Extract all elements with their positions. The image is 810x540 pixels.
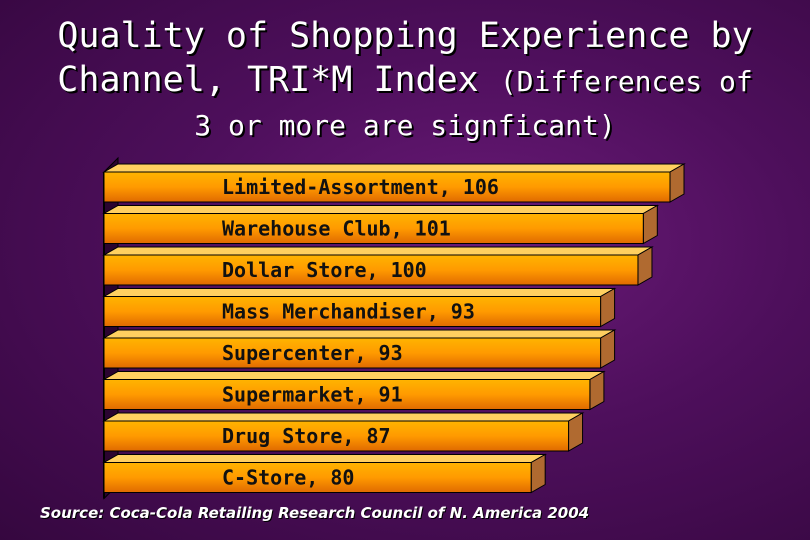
source-note: Source: Coca-Cola Retailing Research Cou…	[40, 504, 590, 522]
title-line-1: Quality of Shopping Experience by	[57, 16, 753, 56]
bar-front-face	[103, 420, 570, 452]
bar-supercenter: Supercenter, 93	[102, 329, 617, 369]
bar-top-face	[102, 329, 617, 339]
title-line-2-main: Channel, TRI*M Index	[57, 60, 479, 100]
bar-front-face	[103, 337, 602, 369]
bar-front-face	[103, 171, 671, 203]
bar-top-face	[102, 371, 606, 380]
bar-front-face	[103, 462, 532, 493]
chart-title: Quality of Shopping Experience by Channe…	[0, 14, 810, 148]
bar-label: Supercenter, 93	[222, 341, 403, 365]
bar-top-face	[102, 412, 585, 422]
bar-front-face	[103, 296, 602, 327]
bar-label: Supermarket, 91	[222, 383, 403, 407]
bar-label: Drug Store, 87	[222, 424, 391, 448]
bar-limited-assortment: Limited-Assortment, 106	[102, 163, 686, 203]
title-line-3: 3 or more are signficant)	[194, 109, 616, 142]
bar-label: Mass Merchandiser, 93	[222, 300, 475, 324]
bar-front-face	[103, 213, 644, 244]
bar-top-face	[102, 246, 654, 256]
bar-label: Dollar Store, 100	[222, 258, 427, 282]
title-line-2-note: (Differences of	[499, 65, 753, 98]
bar-front-face	[103, 254, 639, 286]
bar-top-face	[102, 454, 548, 463]
bar-drug-store: Drug Store, 87	[102, 412, 585, 452]
bar-mass-merchandiser: Mass Merchandiser, 93	[102, 287, 617, 328]
bar-label: Limited-Assortment, 106	[222, 175, 499, 199]
bar-front-face	[103, 379, 591, 410]
bar-dollar-store: Dollar Store, 100	[102, 246, 654, 286]
bar-supermarket: Supermarket, 91	[102, 370, 606, 411]
bar-warehouse-club: Warehouse Club, 101	[102, 204, 660, 245]
bar-label: C-Store, 80	[222, 466, 354, 490]
bar-top-face	[102, 205, 660, 214]
bar-label: Warehouse Club, 101	[222, 217, 451, 241]
title-line-2: Channel, TRI*M Index (Differences of	[0, 58, 810, 104]
bar-top-face	[102, 163, 686, 173]
bar-c-store: C-Store, 80	[102, 453, 548, 494]
bar-top-face	[102, 288, 617, 297]
